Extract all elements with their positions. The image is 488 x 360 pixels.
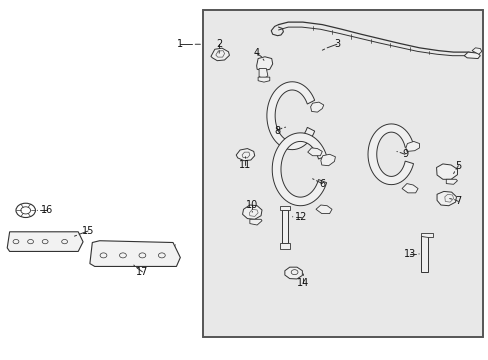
- Polygon shape: [282, 210, 287, 243]
- Text: 12: 12: [295, 212, 307, 222]
- Text: 16: 16: [41, 205, 53, 215]
- Text: 17: 17: [136, 267, 148, 277]
- Polygon shape: [420, 237, 427, 272]
- Text: 15: 15: [81, 226, 94, 236]
- Polygon shape: [367, 124, 413, 185]
- Text: 7: 7: [454, 197, 461, 206]
- Polygon shape: [210, 48, 229, 61]
- Polygon shape: [203, 10, 482, 337]
- Polygon shape: [272, 133, 326, 206]
- Text: 14: 14: [297, 278, 309, 288]
- Polygon shape: [405, 141, 419, 152]
- Polygon shape: [310, 102, 323, 112]
- Text: 5: 5: [454, 161, 461, 171]
- Polygon shape: [256, 57, 272, 71]
- Polygon shape: [7, 232, 83, 251]
- Text: 10: 10: [245, 200, 258, 210]
- Polygon shape: [236, 149, 254, 161]
- Polygon shape: [463, 52, 479, 59]
- Polygon shape: [320, 154, 335, 166]
- Polygon shape: [259, 68, 267, 78]
- Polygon shape: [266, 82, 314, 150]
- Text: 11: 11: [239, 160, 251, 170]
- Polygon shape: [258, 77, 269, 82]
- Polygon shape: [471, 48, 481, 54]
- Polygon shape: [307, 148, 322, 156]
- Polygon shape: [436, 164, 457, 179]
- Text: 13: 13: [403, 249, 415, 259]
- Polygon shape: [285, 267, 302, 279]
- Polygon shape: [242, 205, 262, 219]
- Text: 3: 3: [333, 39, 339, 49]
- Text: 6: 6: [319, 179, 325, 189]
- Polygon shape: [436, 192, 456, 206]
- Text: 4: 4: [253, 48, 259, 58]
- Text: 1: 1: [177, 39, 183, 49]
- Polygon shape: [90, 241, 180, 266]
- Polygon shape: [446, 179, 457, 184]
- Polygon shape: [401, 184, 417, 193]
- Polygon shape: [420, 233, 432, 237]
- Polygon shape: [249, 219, 262, 225]
- Polygon shape: [280, 243, 289, 249]
- Text: 8: 8: [273, 126, 280, 136]
- Text: 2: 2: [216, 39, 222, 49]
- Text: 9: 9: [401, 149, 407, 159]
- Polygon shape: [280, 206, 289, 210]
- Polygon shape: [315, 205, 331, 213]
